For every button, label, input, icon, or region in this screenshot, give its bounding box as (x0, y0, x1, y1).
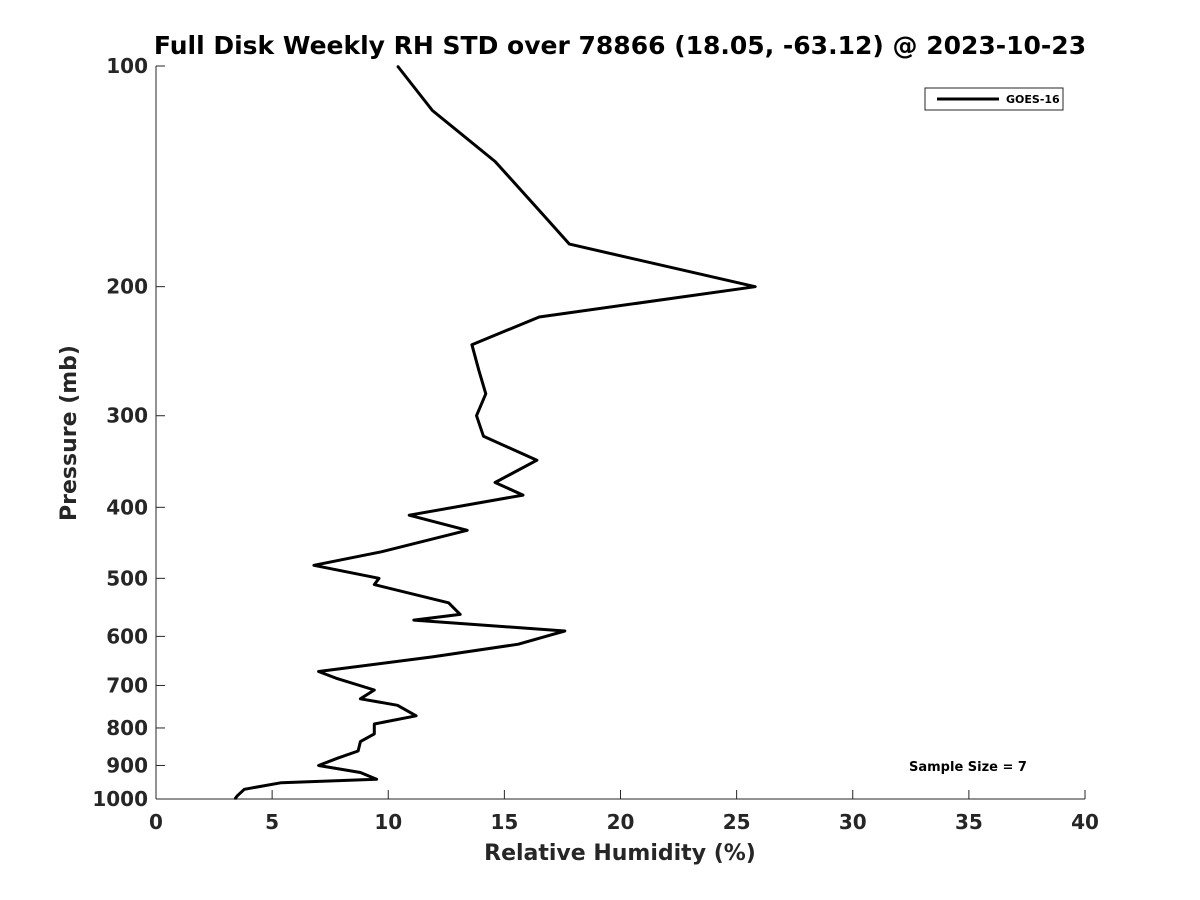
x-tick-label: 20 (607, 810, 635, 834)
series-point (415, 715, 417, 717)
series-point (494, 160, 496, 163)
y-tick-label: 200 (106, 275, 148, 299)
series-point (431, 109, 434, 112)
y-tick-label: 500 (106, 566, 148, 590)
series-point (317, 764, 320, 767)
sample-size-annotation: Sample Size = 7 (909, 760, 1027, 775)
series-point (459, 613, 462, 616)
series-point (234, 798, 236, 800)
series-point (522, 494, 524, 496)
legend: GOES-16 (924, 87, 1064, 111)
series-point (236, 795, 239, 797)
series-point (313, 564, 315, 567)
series-point (478, 369, 480, 372)
x-tick-label: 15 (490, 810, 518, 834)
series-point (396, 704, 399, 707)
series-point (373, 583, 376, 586)
legend-label-goes-16: GOES-16 (1006, 93, 1060, 106)
series-point (317, 670, 320, 673)
series-point (517, 643, 520, 645)
x-tick-label: 30 (839, 810, 867, 834)
series-point (466, 529, 469, 532)
series-point (564, 630, 566, 632)
y-tick-label: 100 (106, 54, 148, 78)
series-point (373, 733, 376, 735)
y-tick-label: 400 (106, 495, 148, 519)
series-point (485, 393, 487, 395)
series-point (538, 316, 540, 318)
y-tick-label: 700 (106, 673, 148, 697)
series-point (373, 723, 376, 725)
series-point (378, 577, 380, 580)
series-point (280, 781, 283, 784)
series-point (359, 771, 362, 774)
series-point (408, 514, 411, 516)
series-point (413, 619, 415, 621)
y-tick-label: 800 (106, 716, 148, 740)
series-point (475, 414, 478, 417)
y-tick-label: 600 (106, 624, 148, 648)
series-point (471, 343, 473, 346)
series-point (568, 243, 571, 245)
plot-area: 0 5 10 15 20 25 30 35 40 100 200 300 400 500 600 700 80… (92, 54, 1099, 834)
chart-title: Full Disk Weekly RH STD over 78866 (18.0… (154, 31, 1086, 60)
series-point (336, 757, 339, 760)
series-point (482, 435, 485, 438)
series-point (543, 214, 545, 217)
x-tick-label: 0 (149, 810, 163, 834)
x-axis-label: Relative Humidity (%) (484, 841, 756, 866)
x-tick-label: 10 (374, 810, 402, 834)
series-point (431, 656, 434, 658)
series-point (359, 698, 362, 700)
series-point (357, 750, 359, 752)
series-point (243, 788, 246, 791)
y-axis-ticks: 100 200 300 400 500 600 700 800 900 1000 (92, 54, 165, 811)
y-axis-label: Pressure (mb) (57, 345, 82, 521)
series-layer (233, 65, 757, 800)
x-tick-label: 25 (723, 810, 751, 834)
series-point (536, 459, 538, 462)
series-point (396, 65, 399, 67)
y-tick-label: 1000 (92, 787, 148, 811)
series-point (494, 481, 496, 484)
series-point (336, 677, 339, 680)
y-tick-label: 300 (106, 404, 148, 428)
x-tick-label: 35 (955, 810, 983, 834)
x-axis-ticks: 0 5 10 15 20 25 30 35 40 (149, 790, 1099, 834)
x-tick-label: 40 (1071, 810, 1099, 834)
series-point (754, 285, 756, 288)
series-point (375, 778, 378, 781)
series-point (380, 551, 383, 553)
series-point (359, 740, 362, 743)
series-point (447, 602, 450, 604)
y-tick-label: 900 (106, 753, 148, 777)
series-point (373, 689, 376, 691)
x-tick-label: 5 (265, 810, 279, 834)
